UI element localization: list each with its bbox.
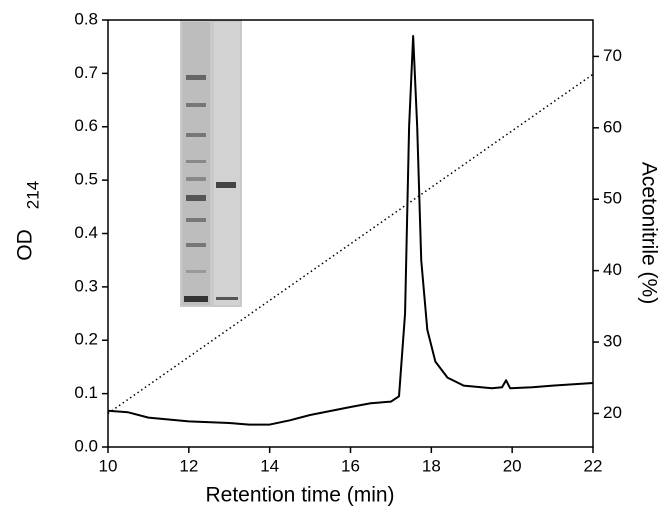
x-tick-label: 20: [503, 456, 522, 475]
y-tick-label: 0.3: [74, 276, 98, 295]
y2-tick-label: 60: [603, 117, 622, 136]
y2-axis-label: Acetonitrile (%): [637, 162, 660, 304]
y2-tick-label: 70: [603, 46, 622, 65]
y-axis-label-subscript: 214: [23, 181, 42, 209]
y-tick-label: 0.8: [74, 9, 98, 28]
y-tick-label: 0.6: [74, 116, 98, 135]
x-tick-label: 12: [179, 456, 198, 475]
y2-tick-label: 30: [603, 332, 622, 351]
x-tick-label: 10: [99, 456, 118, 475]
y2-tick-label: 40: [603, 260, 622, 279]
y2-tick-label: 50: [603, 189, 622, 208]
x-tick-label: 14: [260, 456, 279, 475]
y-tick-label: 0.0: [74, 436, 98, 455]
y-tick-label: 0.7: [74, 63, 98, 82]
x-tick-label: 22: [584, 456, 603, 475]
data-line: [107, 35, 594, 426]
y2-tick-label: 20: [603, 403, 622, 422]
y-tick-label: 0.5: [74, 170, 98, 189]
y-tick-label: 0.1: [74, 383, 98, 402]
y-axis-label: OD: [14, 229, 37, 261]
x-axis-label: Retention time (min): [205, 484, 394, 507]
gel-inset: [180, 20, 242, 307]
y-tick-label: 0.4: [74, 223, 98, 242]
y-tick-label: 0.2: [74, 330, 98, 349]
x-tick-label: 16: [341, 456, 360, 475]
x-tick-label: 18: [422, 456, 441, 475]
